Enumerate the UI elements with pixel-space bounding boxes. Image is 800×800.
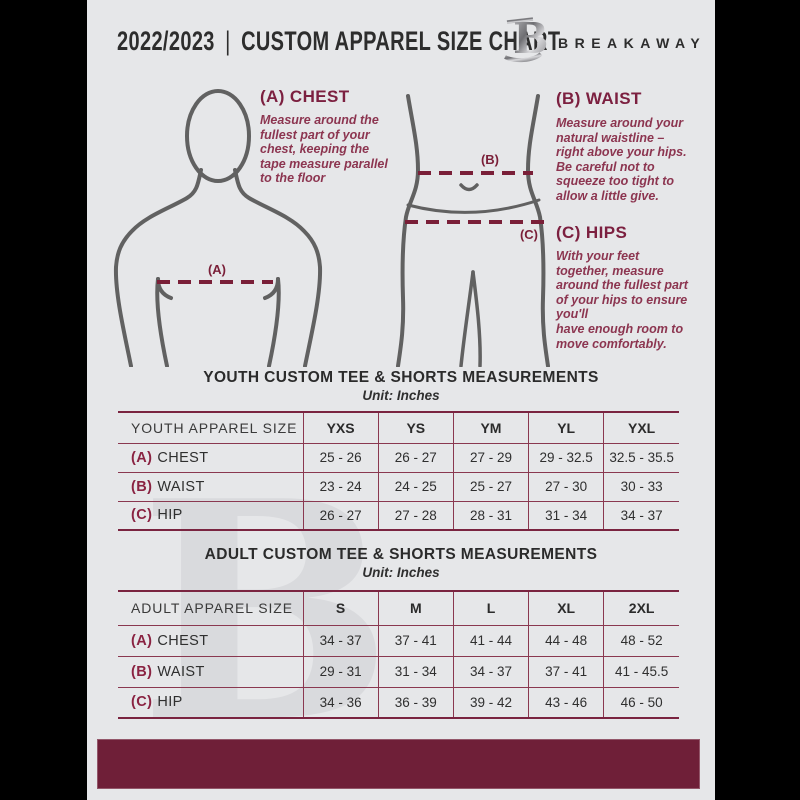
adult-unit-label: Unit: Inches <box>362 565 440 580</box>
youth-size-table: YOUTH APPAREL SIZE YXS YS YM YL YXL (A) C… <box>118 411 679 531</box>
size-cell: 27 - 28 <box>377 500 454 530</box>
brand-name: BREAKAWAY <box>558 35 707 51</box>
row-marker: (A) <box>131 632 153 649</box>
size-cell: 27 - 29 <box>452 442 529 472</box>
chest-marker-label: (A) <box>208 262 226 277</box>
size-cell: 34 - 37 <box>302 624 379 656</box>
row-name: CHEST <box>157 449 209 466</box>
size-cell: 41 - 45.5 <box>603 655 679 687</box>
youth-hip-row: (C) HIP 26 - 27 27 - 28 28 - 31 31 - 34 3… <box>118 500 679 530</box>
youth-size-header: YOUTH APPAREL SIZE <box>131 419 298 436</box>
size-cell: 32.5 - 35.5 <box>603 442 679 472</box>
youth-chest-row: (A) CHEST 25 - 26 26 - 27 27 - 29 29 - 32… <box>118 442 679 472</box>
row-label: (B) WAIST <box>118 471 303 501</box>
youth-waist-row: (B) WAIST 23 - 24 24 - 25 25 - 27 27 - 30… <box>118 471 679 501</box>
season-label: 2022/2023 <box>117 26 215 56</box>
chest-instructions: Measure around the fullest part of your … <box>260 113 388 186</box>
col-header-yxl: YXL <box>603 412 679 443</box>
lower-body-figure <box>396 94 550 367</box>
brand-logo-icon: B <box>504 14 549 63</box>
adult-size-header: ADULT APPAREL SIZE <box>131 600 293 617</box>
row-name: HIP <box>157 507 183 524</box>
size-cell: 34 - 37 <box>603 500 679 530</box>
size-cell: 28 - 31 <box>452 500 529 530</box>
row-label: (C) HIP <box>118 686 303 718</box>
size-cell: 25 - 26 <box>302 442 379 472</box>
col-header-2xl: 2XL <box>603 591 679 625</box>
row-name: WAIST <box>157 663 205 680</box>
col-header-ym: YM <box>452 412 529 443</box>
size-cell: 26 - 27 <box>377 442 454 472</box>
col-header-yxs: YXS <box>302 412 379 443</box>
col-header-m: M <box>377 591 454 625</box>
page-title: 2022/2023 | CUSTOM APPAREL SIZE CHART <box>117 26 560 57</box>
title-divider: | <box>225 26 231 56</box>
hips-instructions: With your feet together, measure around … <box>556 249 688 351</box>
hips-heading: (C) HIPS <box>556 223 628 242</box>
size-cell: 37 - 41 <box>528 655 604 687</box>
adult-header-row: ADULT APPAREL SIZE S M L XL 2XL <box>118 591 679 625</box>
size-cell: 37 - 41 <box>377 624 454 656</box>
row-marker: (C) <box>131 694 153 711</box>
size-cell: 31 - 34 <box>377 655 454 687</box>
youth-section-title: YOUTH CUSTOM TEE & SHORTS MEASUREMENTS <box>203 369 599 386</box>
col-header-xl: XL <box>528 591 604 625</box>
size-cell: 43 - 46 <box>528 686 604 718</box>
row-name: HIP <box>157 694 183 711</box>
row-label: (B) WAIST <box>118 655 303 687</box>
footer-accent-bar <box>97 739 700 789</box>
row-label: (A) CHEST <box>118 442 303 472</box>
row-label: (C) HIP <box>118 500 303 530</box>
logo-letter: B <box>513 14 549 63</box>
size-cell: 46 - 50 <box>603 686 679 718</box>
size-cell: 29 - 31 <box>302 655 379 687</box>
size-cell: 34 - 37 <box>452 655 529 687</box>
youth-unit-label: Unit: Inches <box>362 388 440 403</box>
chest-heading: (A) CHEST <box>260 87 350 106</box>
size-cell: 23 - 24 <box>302 471 379 501</box>
hips-marker-label: (C) <box>520 227 538 242</box>
size-cell: 31 - 34 <box>528 500 604 530</box>
row-name: CHEST <box>157 632 209 649</box>
size-cell: 24 - 25 <box>377 471 454 501</box>
title-text: CUSTOM APPAREL SIZE CHART <box>241 26 561 56</box>
logo-top-bar <box>506 17 534 24</box>
size-cell: 48 - 52 <box>603 624 679 656</box>
adult-hip-row: (C) HIP 34 - 36 36 - 39 39 - 42 43 - 46 4… <box>118 686 679 718</box>
adult-waist-row: (B) WAIST 29 - 31 31 - 34 34 - 37 37 - 41… <box>118 655 679 687</box>
size-chart-page: B 2022/2023 | CUSTOM APPAREL SIZE CHART … <box>87 0 715 800</box>
waist-instructions: Measure around your natural waistline – … <box>556 116 687 203</box>
row-marker: (B) <box>131 478 153 495</box>
size-cell: 27 - 30 <box>528 471 604 501</box>
row-name: WAIST <box>157 478 205 495</box>
waist-heading: (B) WAIST <box>556 89 642 108</box>
row-marker: (A) <box>131 449 153 466</box>
size-cell: 44 - 48 <box>528 624 604 656</box>
row-marker: (C) <box>131 507 153 524</box>
waist-marker-label: (B) <box>481 152 499 167</box>
size-cell: 39 - 42 <box>452 686 529 718</box>
adult-chest-row: (A) CHEST 34 - 37 37 - 41 41 - 44 44 - 48… <box>118 624 679 656</box>
size-cell: 41 - 44 <box>452 624 529 656</box>
size-cell: 25 - 27 <box>452 471 529 501</box>
size-cell: 36 - 39 <box>377 686 454 718</box>
size-cell: 29 - 32.5 <box>528 442 604 472</box>
col-header-ys: YS <box>377 412 454 443</box>
row-label: (A) CHEST <box>118 624 303 656</box>
brand-block: B BREAKAWAY <box>502 12 706 64</box>
adult-section-title: ADULT CUSTOM TEE & SHORTS MEASUREMENTS <box>204 546 598 563</box>
measurement-dashed-lines <box>157 171 545 284</box>
row-marker: (B) <box>131 663 153 680</box>
col-header-l: L <box>452 591 529 625</box>
measurement-diagram: (A) (B) (C) <box>113 89 550 367</box>
adult-size-table: ADULT APPAREL SIZE S M L XL 2XL (A) CHEST… <box>118 590 679 719</box>
youth-header-row: YOUTH APPAREL SIZE YXS YS YM YL YXL <box>118 412 679 443</box>
size-cell: 30 - 33 <box>603 471 679 501</box>
size-cell: 26 - 27 <box>302 500 379 530</box>
col-header-s: S <box>302 591 379 625</box>
size-cell: 34 - 36 <box>302 686 379 718</box>
col-header-yl: YL <box>528 412 604 443</box>
logo-swoosh <box>504 52 543 63</box>
